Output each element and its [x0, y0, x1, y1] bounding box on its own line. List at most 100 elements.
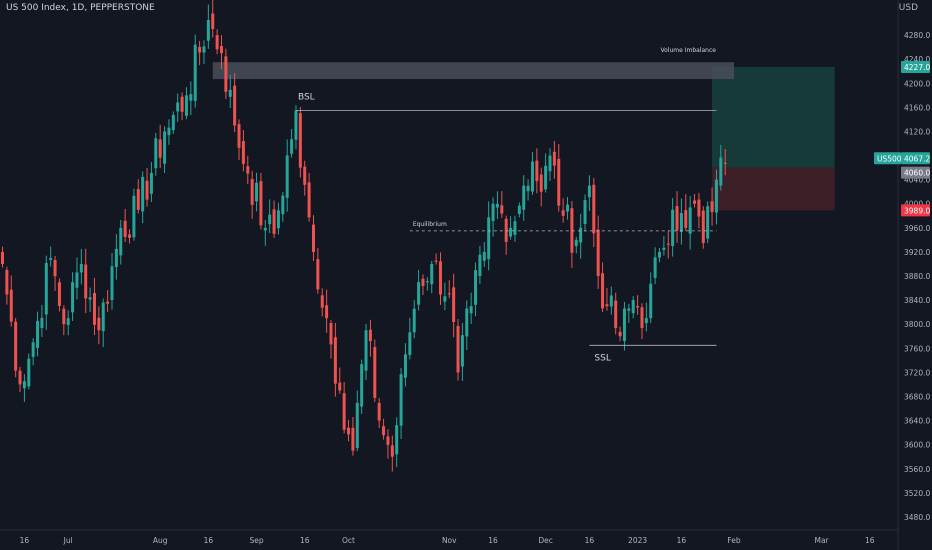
- candle: [487, 201, 491, 271]
- candle-body: [412, 308, 416, 333]
- candle: [469, 292, 473, 324]
- candle: [285, 139, 289, 212]
- candle-body: [535, 160, 539, 182]
- candle: [456, 318, 460, 381]
- candle: [649, 272, 653, 324]
- price-tick-label: 4200.0: [904, 79, 930, 88]
- candle: [368, 319, 372, 357]
- price-tick-label: 3880.0: [904, 272, 930, 281]
- candle-body: [579, 227, 583, 243]
- candle: [386, 429, 390, 459]
- candle-body: [119, 227, 123, 256]
- candle: [347, 419, 351, 442]
- candle: [587, 175, 591, 211]
- candle-body: [425, 281, 429, 283]
- price-tick-label: 4240.0: [904, 55, 930, 64]
- candle: [539, 167, 543, 207]
- candle: [351, 416, 355, 456]
- price-tick-label: 3920.0: [904, 248, 930, 257]
- candle: [136, 179, 140, 214]
- candle: [119, 219, 123, 265]
- candle: [552, 141, 556, 179]
- last-price-tag-bg: [901, 152, 930, 165]
- candle-body: [84, 264, 88, 299]
- last-price-tag: 4067.2: [904, 154, 930, 163]
- candle-body: [184, 95, 188, 116]
- candle: [163, 126, 167, 174]
- candle-body: [49, 257, 53, 260]
- candle: [92, 277, 96, 336]
- candle-body: [233, 85, 237, 126]
- candle: [180, 92, 184, 121]
- candle-body: [373, 347, 377, 398]
- candle: [390, 435, 394, 472]
- candle: [697, 192, 701, 229]
- candle: [408, 317, 412, 360]
- price-tick-label: 3720.0: [904, 368, 930, 377]
- candle: [421, 274, 425, 295]
- price-tick-label: 3960.0: [904, 224, 930, 233]
- candle: [276, 202, 280, 235]
- candle-body: [167, 127, 171, 136]
- candle-body: [220, 46, 223, 54]
- candle: [211, 0, 215, 38]
- candle: [53, 255, 57, 291]
- candle-body: [250, 179, 254, 205]
- candle: [31, 338, 35, 366]
- candle-body: [246, 166, 250, 174]
- candle-body: [631, 300, 635, 314]
- candle: [355, 390, 359, 452]
- price-tick-label: 3480.0: [904, 513, 930, 522]
- candle: [71, 272, 75, 321]
- candle-body: [40, 317, 44, 329]
- candle-body: [684, 210, 688, 228]
- price-tick-label: 4000.0: [904, 200, 930, 209]
- candle-body: [377, 403, 381, 421]
- candle: [123, 209, 127, 243]
- candle: [263, 219, 267, 246]
- candle: [561, 198, 565, 223]
- candle-body: [539, 174, 543, 192]
- candle-body: [662, 247, 666, 250]
- candle: [114, 234, 118, 280]
- candle: [228, 74, 232, 108]
- candle-body: [622, 308, 626, 342]
- price-tick-label: 3760.0: [904, 344, 930, 353]
- candle-body: [403, 354, 407, 378]
- candle-body: [360, 364, 364, 407]
- price-tick-label: 4280.0: [904, 31, 930, 40]
- candle: [272, 200, 276, 239]
- price-tick-label: 3600.0: [904, 441, 930, 450]
- candle-body: [110, 266, 114, 301]
- candle: [622, 301, 626, 351]
- candle: [49, 246, 53, 267]
- candle-body: [18, 370, 22, 385]
- candle-body: [180, 96, 184, 112]
- candle: [294, 105, 298, 150]
- candle-body: [530, 161, 534, 192]
- candle-body: [281, 195, 285, 215]
- candle: [640, 303, 644, 339]
- candle: [403, 343, 407, 387]
- candle-body: [114, 248, 118, 268]
- candle-body: [504, 218, 508, 242]
- price-axis[interactable]: 3480.0 3520.0 3560.0 3600.0 3640.0 3680.0 3720…: [897, 0, 930, 550]
- candle: [84, 248, 88, 314]
- candle-body: [193, 44, 197, 101]
- candle: [128, 229, 132, 244]
- candle-body: [303, 166, 307, 185]
- price-tick-label: 4160.0: [904, 103, 930, 112]
- candle: [338, 367, 342, 394]
- time-axis[interactable]: 16 Jul Aug 16 Sep 16 Oct Nov 16 Dec 16 2023 16 Feb Mar…: [0, 529, 898, 545]
- candle: [27, 353, 31, 390]
- candle-body: [649, 283, 653, 319]
- candle: [110, 252, 114, 310]
- candle: [579, 213, 583, 259]
- candle: [500, 191, 504, 218]
- candle: [40, 304, 44, 338]
- candle: [447, 280, 451, 299]
- candle-body: [22, 381, 26, 389]
- candle: [557, 144, 561, 212]
- candle: [311, 215, 315, 262]
